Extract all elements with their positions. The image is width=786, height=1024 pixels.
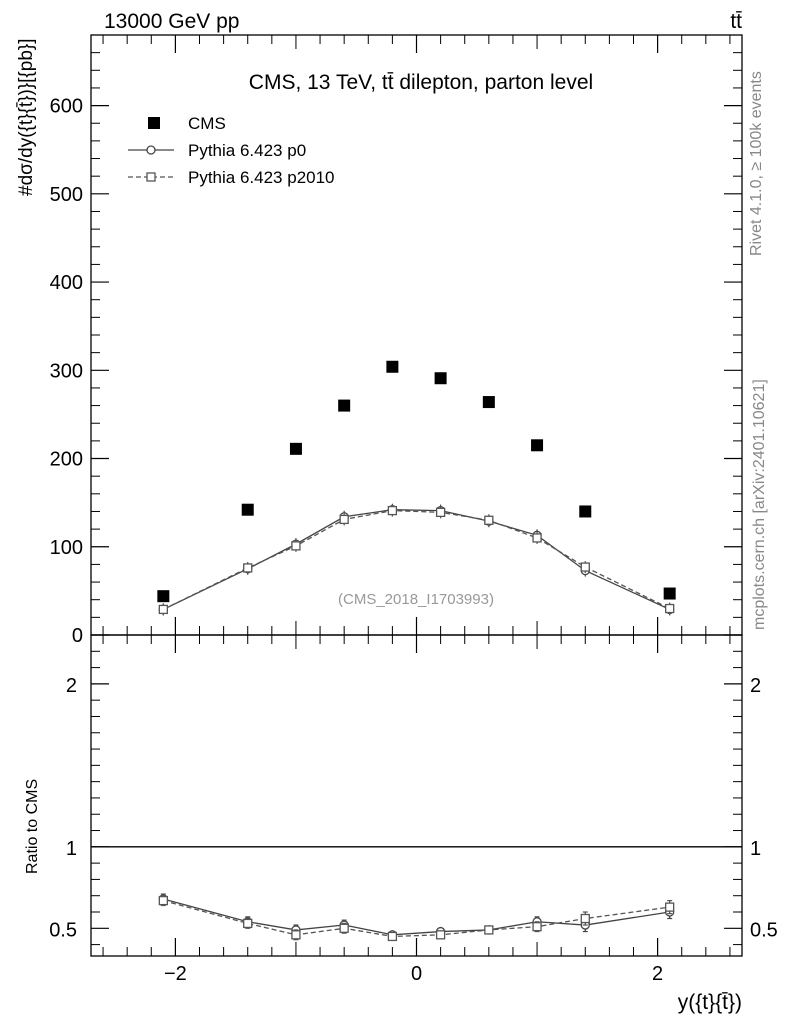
legend-marker-p2010	[146, 172, 156, 182]
ratio-p2010-point	[243, 918, 253, 929]
header-final-state-label: tt̄	[730, 10, 742, 33]
p2010-point	[435, 507, 446, 518]
x-tick-label: −2	[164, 963, 187, 985]
ratio-y-axis-label: Ratio to CMS	[24, 779, 41, 874]
ratio-p2010-line	[163, 899, 670, 938]
p2010-point	[158, 604, 168, 615]
ratio-p2010-point	[158, 895, 168, 906]
ratio-p2010-point	[387, 931, 398, 942]
ratio-y-tick-label-right: 2	[750, 675, 761, 697]
ratio-y-tick-label: 1	[66, 838, 77, 860]
cms-data-point	[289, 442, 302, 455]
p2010-point	[532, 533, 542, 543]
main-y-tick-label: 600	[50, 96, 83, 118]
ratio-p2010-point	[532, 922, 542, 932]
analysis-watermark: (CMS_2018_I1703993)	[338, 591, 494, 608]
p2010-point	[339, 514, 349, 525]
cms-data-point	[241, 503, 254, 516]
p2010-line	[163, 509, 670, 610]
cms-data-point	[663, 587, 676, 600]
ratio-p2010-point	[580, 913, 590, 924]
ratio-y-tick-label: 0.5	[49, 919, 77, 941]
x-tick-label: 2	[652, 963, 663, 985]
main-y-tick-label: 200	[50, 449, 83, 471]
main-y-tick-label: 400	[50, 272, 83, 294]
x-axis-ticks: −2 0 2	[102, 35, 731, 985]
cms-data-point	[482, 396, 495, 409]
ratio-y-tick-label-right: 1	[750, 838, 761, 860]
ratio-axis-ticks: 0.5 0.5 1 1 2 2	[49, 650, 778, 946]
cms-data-point	[157, 590, 170, 603]
legend-label-cms: CMS	[188, 114, 226, 133]
main-y-tick-label: 500	[50, 184, 83, 206]
legend-label-p2010: Pythia 6.423 p2010	[188, 168, 335, 187]
ratio-p2010-point	[484, 925, 494, 935]
cms-data-point	[531, 439, 544, 452]
legend-marker-p0	[146, 145, 156, 155]
main-y-tick-label: 100	[50, 537, 83, 559]
ratio-p2010-point	[435, 930, 446, 940]
p2010-point	[291, 541, 301, 551]
main-y-tick-label: 300	[50, 360, 83, 382]
header-process-label: 13000 GeV pp	[104, 10, 239, 33]
cms-data-point	[386, 360, 399, 373]
main-axis-ticks: 0 100 200 300 400 500 600	[50, 52, 742, 647]
ratio-y-tick-label-right: 0.5	[750, 919, 778, 941]
legend-marker-cms	[148, 117, 160, 129]
main-series-layer	[157, 360, 676, 616]
p2010-point	[484, 515, 494, 525]
ratio-y-tick-label: 2	[66, 675, 77, 697]
cms-data-point	[338, 399, 351, 412]
ratio-p2010-point	[665, 902, 675, 912]
p2010-point	[387, 505, 398, 516]
cms-data-point	[434, 372, 447, 385]
x-tick-label: 0	[411, 963, 422, 985]
p2010-point	[243, 563, 253, 573]
main-y-tick-label: 0	[72, 625, 83, 647]
ratio-series-layer	[158, 893, 675, 942]
p2010-point	[665, 603, 675, 614]
legend: CMS Pythia 6.423 p0 Pythia 6.423 p2010	[128, 114, 335, 187]
cms-data-point	[579, 505, 592, 518]
p2010-point	[580, 562, 590, 572]
chart-title: CMS, 13 TeV, tt̄ dilepton, parton level	[249, 71, 593, 94]
ratio-p0-line	[163, 898, 670, 936]
legend-label-p0: Pythia 6.423 p0	[188, 141, 306, 160]
ratio-p2010-point	[339, 923, 349, 933]
source-label: mcplots.cern.ch [arXiv:2401.10621]	[751, 379, 768, 630]
ratio-p2010-point	[291, 930, 301, 940]
x-axis-label: y({t}{t̄})	[678, 991, 742, 1014]
rivet-version-label: Rivet 4.1.0, ≥ 100k events	[748, 71, 765, 256]
main-y-axis-label: #dσ/dy({t}{t̄})}[{pb}]	[16, 38, 37, 196]
